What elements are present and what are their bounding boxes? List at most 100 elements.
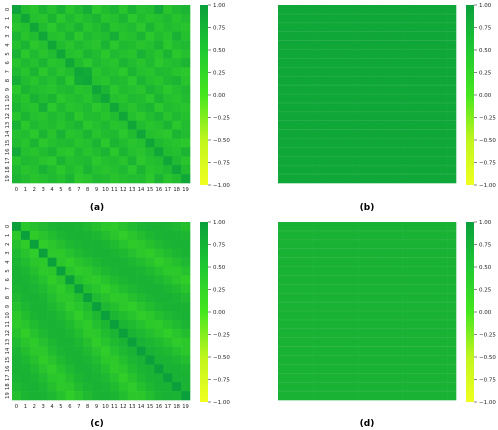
heatmap-cell	[38, 5, 48, 15]
heatmap-cell	[83, 355, 93, 365]
heatmap-cell	[367, 129, 377, 139]
heatmap-cell	[118, 391, 128, 401]
heatmap-cell	[447, 5, 457, 15]
colorbar-tick-label: −0.25	[479, 116, 496, 122]
heatmap-cell	[367, 248, 377, 258]
y-tick-label: 6	[5, 278, 11, 281]
heatmap-cell	[286, 284, 297, 294]
heatmap-cell	[65, 311, 75, 321]
heatmap-cell	[322, 58, 332, 68]
heatmap-cell	[367, 355, 377, 365]
heatmap-cell	[358, 111, 368, 121]
heatmap-cell	[163, 222, 173, 232]
heatmap-cell	[278, 319, 288, 330]
heatmap-cell	[29, 31, 39, 41]
heatmap-cell	[304, 355, 314, 365]
heatmap-cell	[65, 248, 75, 258]
heatmap-cell	[154, 94, 164, 104]
heatmap-cell	[92, 346, 102, 356]
heatmap-cell	[375, 147, 386, 157]
heatmap-cell	[286, 275, 297, 285]
colorbar-tick-label: −0.25	[479, 333, 496, 339]
y-tick-label: 7	[5, 70, 11, 73]
x-tick-label: 13	[129, 404, 136, 410]
heatmap-cell	[438, 391, 448, 401]
heatmap-cell	[411, 174, 421, 184]
heatmap-cell	[349, 284, 359, 294]
heatmap-cell	[136, 174, 146, 184]
heatmap-cell	[20, 49, 31, 59]
heatmap-cell	[438, 102, 448, 113]
heatmap-cell	[92, 85, 102, 95]
heatmap-cell	[402, 102, 412, 113]
heatmap-cell	[47, 382, 57, 392]
heatmap-cell	[65, 156, 75, 166]
heatmap-cell	[127, 391, 137, 401]
heatmap-cell	[438, 76, 448, 86]
heatmap-cell	[420, 85, 430, 95]
heatmap-cell	[331, 40, 341, 50]
heatmap-cell	[286, 129, 297, 139]
heatmap-cell	[393, 257, 403, 267]
heatmap-cell	[47, 165, 57, 175]
heatmap-cell	[295, 239, 305, 249]
heatmap-cell	[375, 129, 386, 139]
heatmap-cell	[83, 373, 93, 383]
heatmap-cell	[384, 382, 394, 392]
heatmap-cell	[420, 328, 430, 338]
heatmap-cell	[136, 76, 146, 86]
heatmap-cell	[101, 319, 111, 330]
heatmap-cell	[295, 293, 305, 303]
heatmap-cell	[358, 31, 368, 41]
heatmap-cell	[101, 120, 111, 130]
heatmap-cell	[367, 40, 377, 50]
heatmap-cell	[375, 346, 386, 356]
heatmap-cell	[38, 102, 48, 113]
heatmap-cell	[349, 364, 359, 374]
heatmap-cell	[411, 391, 421, 401]
heatmap-cell	[313, 111, 323, 121]
heatmap-cell	[145, 355, 155, 365]
heatmap-cell	[145, 266, 155, 276]
heatmap-cell	[313, 346, 323, 356]
heatmap-cell	[154, 382, 164, 392]
heatmap-cell	[163, 293, 173, 303]
heatmap-cell	[29, 302, 39, 312]
heatmap-cell	[172, 328, 182, 338]
heatmap-cell	[181, 337, 191, 347]
heatmap-cell	[322, 346, 332, 356]
heatmap-cell	[438, 58, 448, 68]
heatmap-cell	[127, 120, 137, 130]
heatmap-cell	[127, 319, 137, 330]
heatmap-cell	[438, 239, 448, 249]
heatmap-cell	[172, 266, 182, 276]
colorbar-tick-label: 1.00	[479, 3, 492, 9]
heatmap-cell	[375, 5, 386, 15]
heatmap-cell	[181, 174, 191, 184]
heatmap-cell	[367, 67, 377, 77]
x-tick-label: 9	[95, 187, 98, 193]
heatmap-cell	[56, 239, 66, 249]
heatmap-cell	[118, 266, 128, 276]
heatmap-cell	[127, 239, 137, 249]
heatmap-cell	[295, 311, 305, 321]
heatmap-cell	[74, 94, 84, 104]
heatmap-cell	[38, 129, 48, 139]
heatmap-cell	[420, 275, 430, 285]
heatmap-cell	[429, 111, 439, 121]
y-tick-label: 15	[5, 140, 11, 147]
heatmap-cell	[74, 165, 84, 175]
heatmap-cell	[12, 364, 22, 374]
heatmap-cell	[393, 222, 403, 232]
heatmap-cell	[56, 293, 66, 303]
heatmap-cell	[322, 40, 332, 50]
heatmap-cell	[136, 156, 146, 166]
heatmap-cell	[101, 67, 111, 77]
heatmap-cell	[92, 5, 102, 15]
heatmap-cell	[304, 364, 314, 374]
heatmap-cell	[411, 239, 421, 249]
heatmap-cell	[127, 302, 137, 312]
heatmap-cell	[145, 58, 155, 68]
heatmap-cell	[20, 364, 31, 374]
heatmap-cell	[127, 364, 137, 374]
